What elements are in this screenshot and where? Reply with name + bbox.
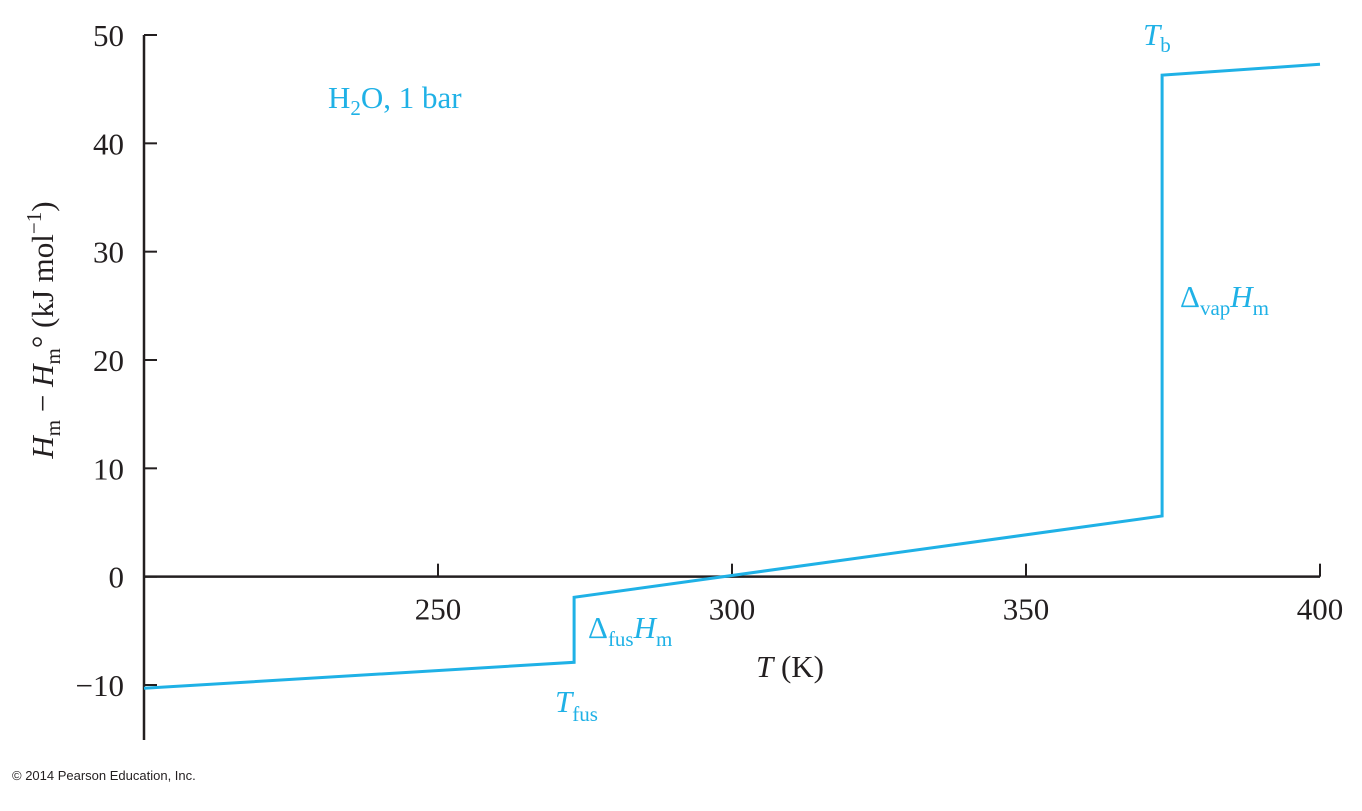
fusion-temperature-label: Tfus: [555, 684, 598, 726]
copyright-notice: © 2014 Pearson Education, Inc.: [12, 768, 196, 783]
x-tick-label: 350: [1003, 592, 1050, 627]
series-group: [143, 62, 1321, 690]
x-tick-label: 300: [709, 592, 756, 627]
y-tick-label: 20: [93, 343, 124, 378]
axes: [142, 35, 1320, 740]
x-tick-label: 400: [1297, 592, 1344, 627]
y-tick-label: −10: [76, 668, 124, 703]
y-ticks: 50 40 30 20 10 0 −10: [76, 18, 157, 703]
y-tick-label: 10: [93, 451, 124, 486]
x-axis-title: T (K): [756, 649, 824, 684]
enthalpy-curve: [143, 62, 1321, 690]
fusion-enthalpy-label: ΔfusHm: [588, 610, 672, 651]
y-tick-label: 40: [93, 126, 124, 161]
x-tick-label: 250: [415, 592, 462, 627]
x-ticks: 250 300 350 400: [415, 563, 1344, 627]
vaporization-enthalpy-label: ΔvapHm: [1180, 279, 1269, 320]
y-tick-label: 50: [93, 18, 124, 53]
y-axis-title: Hm − Hm° (kJ mol−1): [22, 201, 65, 459]
y-tick-label: 0: [109, 560, 125, 595]
boiling-point-label: Tb: [1143, 17, 1171, 57]
system-label: H2O, 1 bar: [328, 80, 462, 120]
y-tick-label: 30: [93, 235, 124, 270]
